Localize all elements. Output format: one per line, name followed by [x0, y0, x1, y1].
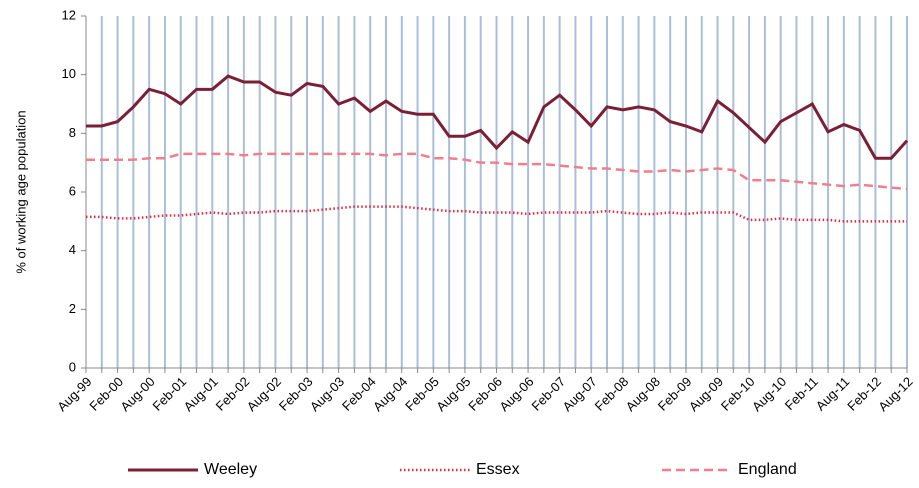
x-tick-label: Aug-04: [370, 374, 410, 414]
y-axis-label: % of working age population: [13, 110, 28, 273]
legend-label: Essex: [476, 461, 520, 478]
series-line: [86, 152, 908, 191]
x-tick-label: Feb-04: [339, 374, 379, 414]
y-tick-label: 8: [69, 125, 76, 140]
x-tick-label: Aug-00: [117, 374, 157, 414]
x-tick-label: Aug-08: [623, 374, 663, 414]
x-tick-label: Feb-00: [86, 374, 126, 414]
x-tick-label: Aug-07: [560, 374, 600, 414]
x-tick-label: Aug-02: [244, 374, 284, 414]
y-tick-label: 4: [69, 242, 76, 257]
y-tick-label: 10: [62, 66, 76, 81]
legend-label: England: [738, 461, 797, 478]
series-line: [86, 205, 907, 223]
x-tick-label: Aug-09: [686, 374, 726, 414]
x-tick-label: Aug-05: [433, 374, 473, 414]
y-tick-label: 6: [69, 183, 76, 198]
x-tick-label: Feb-11: [782, 374, 821, 413]
x-tick-label: Feb-12: [844, 374, 884, 414]
legend-label: Weeley: [204, 461, 257, 478]
x-tick-label: Feb-02: [213, 374, 253, 414]
x-tick-label: Feb-09: [655, 374, 695, 414]
y-tick-label: 12: [62, 7, 76, 22]
x-tick-label: Aug-06: [496, 374, 536, 414]
x-tick-label: Feb-03: [276, 374, 316, 414]
x-tick-label: Aug-99: [54, 374, 94, 414]
x-tick-label: Feb-08: [592, 374, 632, 414]
y-tick-label: 2: [69, 301, 76, 316]
x-tick-label: Feb-05: [402, 374, 442, 414]
x-tick-label: Feb-01: [150, 374, 190, 414]
x-tick-label: Aug-11: [813, 374, 853, 414]
x-tick-label: Feb-10: [718, 374, 758, 414]
y-tick-label: 0: [69, 359, 76, 374]
x-tick-label: Aug-12: [875, 374, 915, 414]
x-tick-label: Aug-01: [181, 374, 221, 414]
x-tick-label: Aug-10: [749, 374, 789, 414]
x-tick-label: Feb-07: [528, 374, 568, 414]
x-tick-label: Feb-06: [465, 374, 505, 414]
series-line: [86, 74, 909, 160]
x-tick-label: Aug-03: [307, 374, 347, 414]
